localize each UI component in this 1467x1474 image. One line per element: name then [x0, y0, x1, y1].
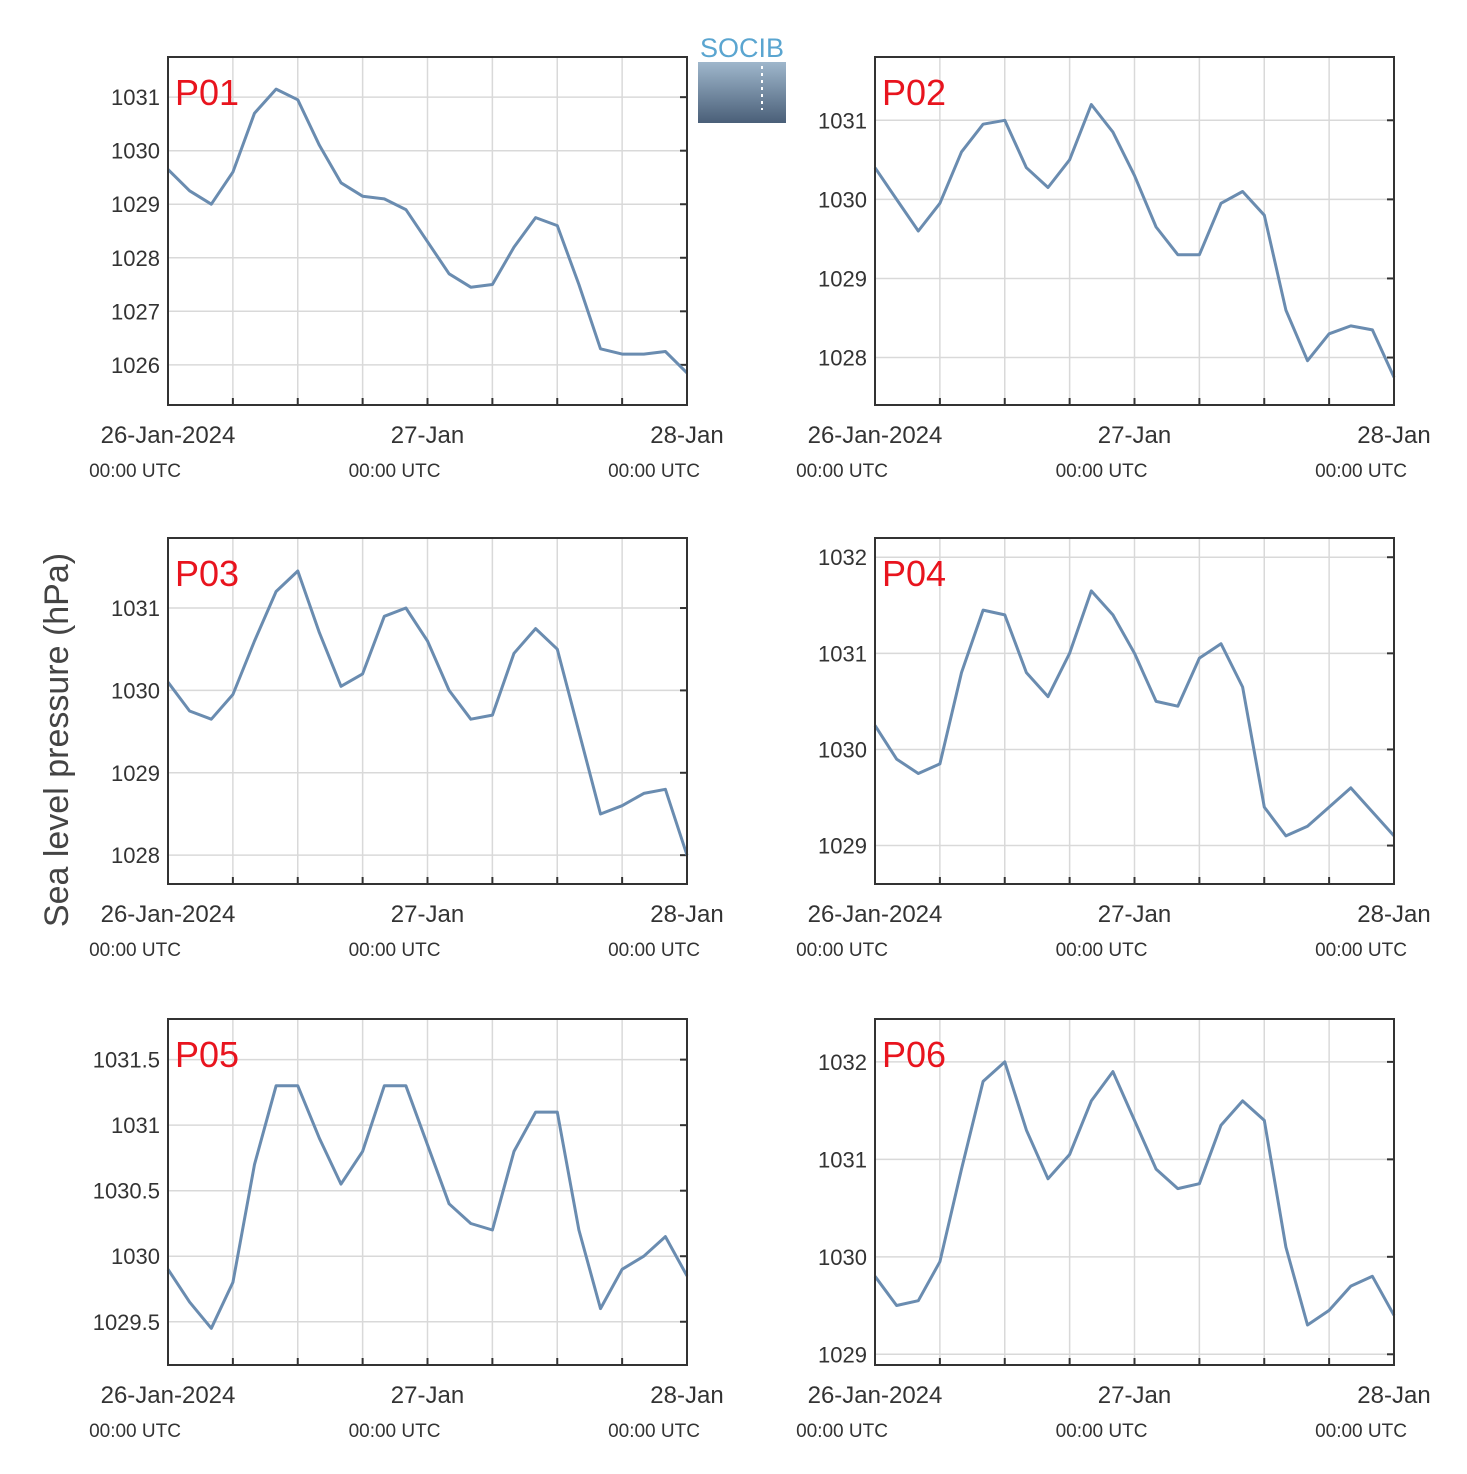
y-tick-label: 1030 — [111, 1244, 160, 1269]
y-tick-label: 1029 — [818, 834, 867, 859]
x-tick-sublabel: 00:00 UTC — [796, 940, 888, 961]
logo: SOCIB — [698, 33, 786, 123]
x-tick-sublabel: 00:00 UTC — [1315, 940, 1407, 961]
subplot-title: P05 — [175, 1034, 239, 1075]
x-tick-sublabel: 00:00 UTC — [1056, 461, 1148, 482]
x-tick-label: 26-Jan-2024 — [101, 422, 236, 449]
y-tick-label: 1030 — [111, 139, 160, 164]
line — [166, 569, 689, 856]
x-tick-label: 28-Jan — [1357, 1382, 1430, 1409]
plot-frame — [167, 537, 688, 885]
x-tick-label: 27-Jan — [391, 1382, 464, 1409]
x-tick-label: 28-Jan — [650, 901, 723, 928]
line — [873, 1060, 1396, 1327]
y-tick-label: 1028 — [111, 843, 160, 868]
x-tick-label: 28-Jan — [650, 1382, 723, 1409]
line — [166, 1084, 689, 1330]
y-tick-label: 1029 — [111, 192, 160, 217]
x-tick-sublabel: 00:00 UTC — [1056, 1421, 1148, 1442]
y-tick-label: 1031 — [111, 1113, 160, 1138]
logo-block — [698, 62, 786, 123]
x-tick-label: 27-Jan — [1098, 422, 1171, 449]
x-tick-sublabel: 00:00 UTC — [608, 940, 700, 961]
x-tick-label: 28-Jan — [1357, 901, 1430, 928]
y-tick-label: 1031.5 — [93, 1048, 160, 1073]
plot-frame — [874, 1018, 1395, 1366]
line — [873, 589, 1396, 838]
line — [166, 87, 689, 374]
plot-frame — [167, 1018, 688, 1366]
y-tick-label: 1032 — [818, 1050, 867, 1075]
y-tick-label: 1027 — [111, 299, 160, 324]
y-tick-label: 1030 — [818, 737, 867, 762]
x-tick-sublabel: 00:00 UTC — [608, 461, 700, 482]
x-tick-sublabel: 00:00 UTC — [796, 1421, 888, 1442]
plot-frame — [167, 56, 688, 406]
x-tick-label: 26-Jan-2024 — [101, 1382, 236, 1409]
y-tick-label: 1031 — [818, 641, 867, 666]
x-tick-sublabel: 00:00 UTC — [1315, 1421, 1407, 1442]
subplot-title: P06 — [882, 1034, 946, 1075]
y-axis-label: Sea level pressure (hPa) — [38, 553, 76, 927]
x-tick-label: 27-Jan — [1098, 901, 1171, 928]
x-tick-label: 28-Jan — [1357, 422, 1430, 449]
subplot-title: P02 — [882, 72, 946, 113]
y-tick-label: 1029 — [111, 761, 160, 786]
x-tick-label: 26-Jan-2024 — [101, 901, 236, 928]
y-tick-label: 1031 — [111, 85, 160, 110]
x-tick-sublabel: 00:00 UTC — [1315, 461, 1407, 482]
y-tick-label: 1031 — [818, 108, 867, 133]
y-tick-label: 1029.5 — [93, 1310, 160, 1335]
x-tick-label: 27-Jan — [1098, 1382, 1171, 1409]
x-tick-label: 26-Jan-2024 — [808, 901, 943, 928]
y-tick-label: 1032 — [818, 545, 867, 570]
y-tick-label: 1028 — [111, 246, 160, 271]
y-tick-label: 1031 — [111, 596, 160, 621]
subplot-title: P04 — [882, 553, 946, 594]
y-tick-label: 1030 — [818, 1245, 867, 1270]
y-tick-label: 1030.5 — [93, 1179, 160, 1204]
x-tick-sublabel: 00:00 UTC — [608, 1421, 700, 1442]
x-tick-sublabel: 00:00 UTC — [349, 940, 441, 961]
subplot-title: P03 — [175, 553, 239, 594]
x-tick-sublabel: 00:00 UTC — [89, 940, 181, 961]
y-tick-label: 1029 — [818, 1342, 867, 1367]
subplot-title: P01 — [175, 72, 239, 113]
x-tick-label: 26-Jan-2024 — [808, 1382, 943, 1409]
plot-frame — [874, 56, 1395, 406]
y-tick-label: 1029 — [818, 266, 867, 291]
x-tick-label: 28-Jan — [650, 422, 723, 449]
x-tick-sublabel: 00:00 UTC — [349, 1421, 441, 1442]
x-tick-sublabel: 00:00 UTC — [349, 461, 441, 482]
y-tick-label: 1028 — [818, 346, 867, 371]
x-tick-sublabel: 00:00 UTC — [1056, 940, 1148, 961]
y-tick-label: 1030 — [818, 187, 867, 212]
y-tick-label: 1031 — [818, 1147, 867, 1172]
plot-frame — [874, 537, 1395, 885]
x-tick-label: 27-Jan — [391, 901, 464, 928]
logo-text: SOCIB — [700, 33, 784, 63]
x-tick-label: 27-Jan — [391, 422, 464, 449]
x-tick-sublabel: 00:00 UTC — [89, 1421, 181, 1442]
y-tick-label: 1030 — [111, 678, 160, 703]
line — [873, 103, 1396, 378]
x-tick-sublabel: 00:00 UTC — [796, 461, 888, 482]
x-tick-sublabel: 00:00 UTC — [89, 461, 181, 482]
y-tick-label: 1026 — [111, 353, 160, 378]
x-tick-label: 26-Jan-2024 — [808, 422, 943, 449]
